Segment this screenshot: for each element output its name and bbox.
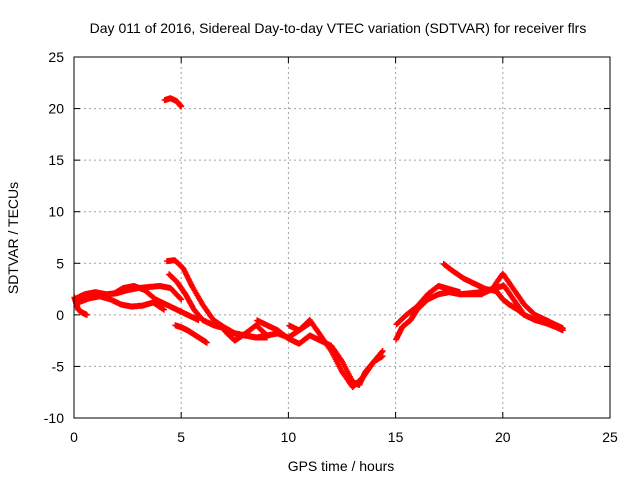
series-arc-3 <box>110 283 202 323</box>
x-tick-label: 10 <box>281 429 297 445</box>
plot-frame <box>73 56 611 419</box>
y-tick-label: 25 <box>48 49 64 65</box>
series-arc-4 <box>161 95 185 110</box>
y-tick-label: -10 <box>44 410 64 426</box>
x-axis-label: GPS time / hours <box>288 458 395 474</box>
series-marks <box>254 317 386 388</box>
series-marks <box>110 283 202 323</box>
series-arc-12 <box>393 283 463 328</box>
y-tick-label: 10 <box>48 204 64 220</box>
series-arc-10 <box>286 317 386 391</box>
y-tick-label: 0 <box>56 307 64 323</box>
series-arc-2 <box>76 293 167 313</box>
y-tick-label: 15 <box>48 152 64 168</box>
series-arc-15 <box>500 282 566 334</box>
series-marks <box>393 283 463 328</box>
y-tick-label: 5 <box>56 255 64 271</box>
series-marks <box>286 317 386 391</box>
x-tick-label: 20 <box>495 429 511 445</box>
x-tick-label: 15 <box>388 429 404 445</box>
series-arc-9 <box>254 317 386 388</box>
series-marks <box>172 322 210 346</box>
chart-title: Day 011 of 2016, Sidereal Day-to-day VTE… <box>90 20 587 36</box>
x-tick-label: 0 <box>70 429 78 445</box>
series-arc-7 <box>172 322 210 346</box>
y-tick-label: 20 <box>48 101 64 117</box>
x-tick-label: 5 <box>177 429 185 445</box>
y-tick-label: -5 <box>52 358 65 374</box>
series-marks <box>161 95 185 110</box>
ticks: 0 5 10 15 20 25 -10 -5 0 5 10 15 20 25 <box>44 49 618 445</box>
data-series <box>71 95 566 391</box>
series-marks <box>500 282 566 334</box>
y-axis-label: SDTVAR / TECUs <box>5 182 21 294</box>
series-marks <box>76 293 167 313</box>
x-tick-label: 25 <box>602 429 618 445</box>
